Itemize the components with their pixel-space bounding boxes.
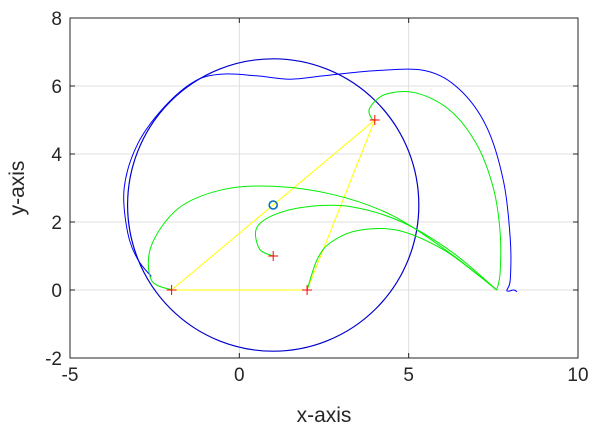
plus-marker bbox=[369, 115, 380, 125]
series-line-4 bbox=[306, 228, 498, 291]
series-line-5 bbox=[368, 91, 502, 291]
series-line-3 bbox=[254, 204, 498, 291]
ticks: -5 0 5 10 -2 0 2 4 6 8 bbox=[45, 9, 588, 386]
y-axis-label: y-axis bbox=[6, 161, 29, 216]
series-line-2 bbox=[147, 185, 498, 291]
circle bbox=[126, 58, 420, 352]
x-axis-label: x-axis bbox=[297, 404, 352, 427]
plus-marker bbox=[166, 285, 177, 295]
x-tick-label: -5 bbox=[62, 365, 79, 386]
x-tick-label: 10 bbox=[567, 365, 588, 386]
y-tick-label: 4 bbox=[51, 145, 62, 166]
y-tick-label: 8 bbox=[51, 9, 62, 30]
x-tick-label: 5 bbox=[403, 365, 414, 386]
y-tick-label: 0 bbox=[51, 281, 62, 302]
data-group bbox=[123, 58, 518, 352]
y-tick-label: 2 bbox=[51, 213, 62, 234]
y-tick-label: 6 bbox=[51, 77, 62, 98]
x-tick-label: 0 bbox=[234, 365, 245, 386]
triangle bbox=[170, 119, 376, 291]
data-layer bbox=[123, 58, 518, 352]
plus-marker bbox=[302, 285, 313, 295]
y-tick-label: -2 bbox=[45, 349, 62, 370]
series-line-1 bbox=[123, 68, 518, 293]
axes-box bbox=[69, 17, 579, 359]
center-marker bbox=[268, 200, 279, 210]
plus-marker bbox=[268, 251, 279, 261]
grid bbox=[69, 17, 579, 359]
